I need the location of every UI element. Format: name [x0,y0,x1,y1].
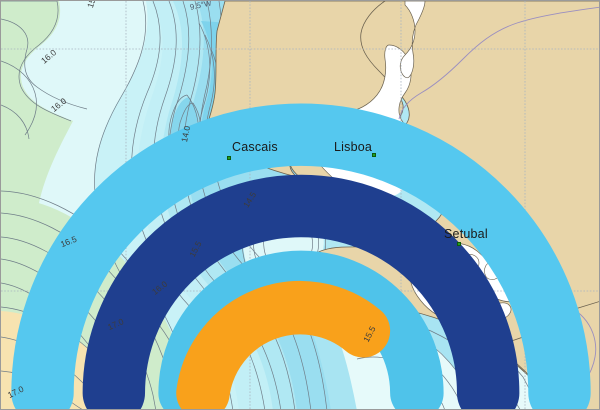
city-marker-dot[interactable] [227,156,231,160]
city-marker-dot[interactable] [372,153,376,157]
water-tagus-upper [399,1,426,79]
city-marker-dot[interactable] [457,242,461,246]
